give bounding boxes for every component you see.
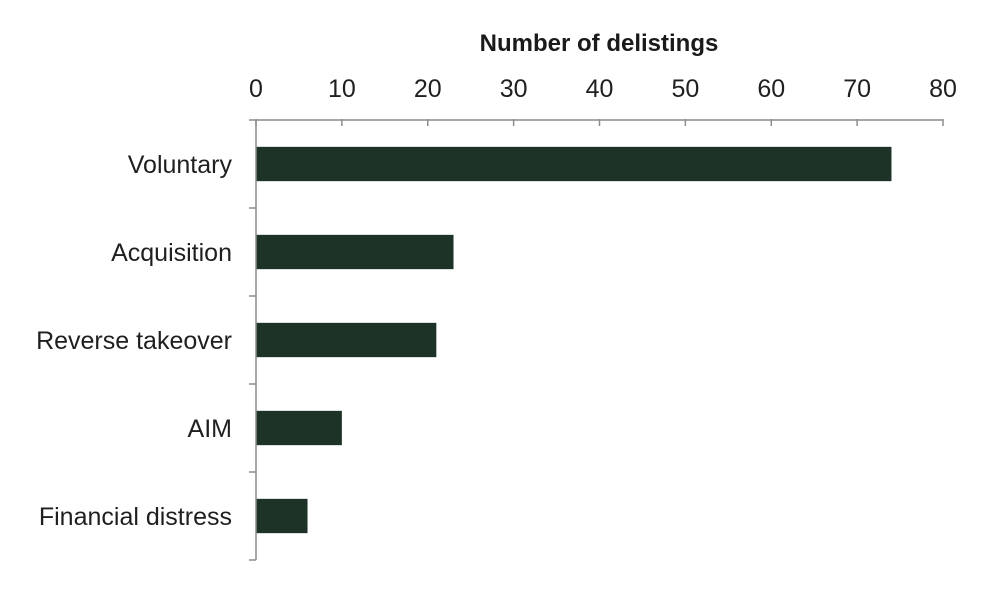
bar (256, 146, 892, 182)
x-tick-label: 80 (929, 75, 957, 103)
x-axis-title: Number of delistings (480, 30, 719, 57)
category-label: AIM (188, 415, 232, 443)
x-tick-label: 20 (414, 75, 442, 103)
bar (256, 234, 454, 270)
category-label: Acquisition (111, 239, 232, 267)
x-axis-ticks: 0 10 20 30 40 50 60 70 80 (249, 75, 957, 126)
category-label: Voluntary (128, 151, 233, 179)
bars (256, 146, 892, 534)
x-tick-label: 70 (843, 75, 871, 103)
x-tick-label: 30 (500, 75, 528, 103)
bar (256, 410, 342, 446)
x-tick-label: 40 (586, 75, 614, 103)
x-tick-label: 60 (757, 75, 785, 103)
bar (256, 498, 308, 534)
x-tick-label: 10 (328, 75, 356, 103)
x-tick-label: 0 (249, 75, 263, 103)
category-labels: Voluntary Acquisition Reverse takeover AIM F… (36, 151, 232, 531)
bar (256, 322, 437, 358)
category-label: Financial distress (39, 503, 232, 531)
category-label: Reverse takeover (36, 327, 232, 355)
x-tick-label: 50 (671, 75, 699, 103)
y-axis-ticks (249, 119, 256, 561)
